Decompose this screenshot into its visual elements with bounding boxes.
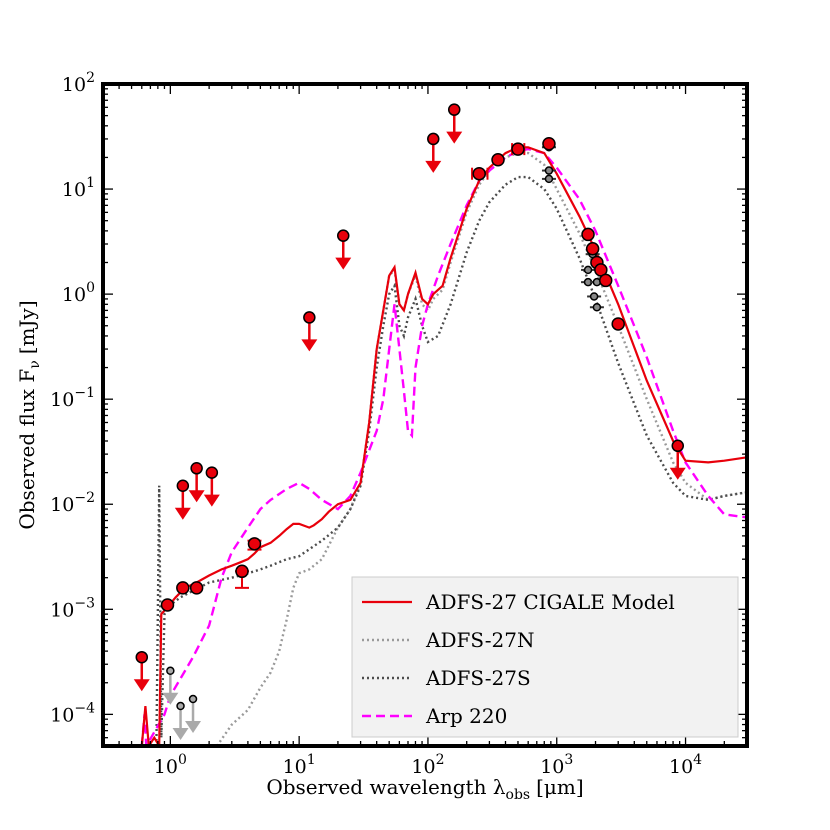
- red-upper-limit-7: [446, 103, 463, 144]
- plot-frame: [101, 82, 749, 748]
- y-tick-label-5: 101: [62, 175, 95, 201]
- legend-label-2: ADFS-27S: [425, 666, 531, 690]
- gray-detection-8: [589, 303, 604, 312]
- legend-label-0: ADFS-27 CIGALE Model: [425, 590, 675, 614]
- series-line-2: [155, 175, 747, 746]
- x-tick-label-3: 103: [540, 752, 573, 778]
- gray-upper-limit-2: [185, 694, 202, 734]
- x-tick-label-0: 100: [154, 752, 187, 778]
- red-detection-4: [247, 537, 262, 551]
- red-upper-limit-2: [188, 462, 205, 503]
- y-tick-label-6: 102: [62, 70, 95, 96]
- gray-detection-1: [541, 166, 556, 175]
- red-detection-8: [542, 136, 556, 151]
- gray-detection-6: [587, 292, 602, 301]
- red-detection-0: [160, 598, 175, 612]
- red-upper-limit-8: [669, 439, 686, 480]
- legend-label-3: Arp 220: [425, 704, 507, 728]
- red-detection-13: [598, 273, 613, 288]
- red-detection-2: [189, 581, 204, 595]
- gray-upper-limit-1: [172, 701, 189, 741]
- red-upper-limit-4: [301, 311, 318, 352]
- red-detection-9: [581, 227, 595, 242]
- y-tick-label-4: 100: [62, 280, 95, 306]
- red-detection-6: [491, 153, 505, 167]
- red-detection-7: [511, 142, 526, 156]
- x-tick-label-2: 102: [411, 752, 444, 778]
- red-detection-1: [176, 581, 190, 595]
- red-upper-limit-5: [335, 229, 352, 270]
- x-tick-label-1: 101: [283, 752, 316, 778]
- gray-upper-limit-0: [162, 666, 179, 705]
- red-detection-14: [611, 317, 625, 331]
- red-upper-limit-3: [203, 466, 220, 507]
- gray-detection-2: [541, 174, 556, 184]
- legend: ADFS-27 CIGALE Model ADFS-27N ADFS-27S Arp …: [351, 576, 739, 738]
- red-detection-5: [471, 166, 489, 181]
- x-axis-title: Observed wavelength λobs [μm]: [266, 775, 583, 803]
- y-tick-label-3: 10−1: [50, 385, 95, 411]
- legend-label-1: ADFS-27N: [425, 628, 535, 652]
- red-detection-10: [585, 242, 600, 256]
- red-detection-3: [234, 564, 249, 589]
- x-tick-label-4: 104: [669, 752, 702, 778]
- y-tick-label-2: 10−2: [50, 490, 95, 516]
- gray-detection-3: [581, 265, 596, 275]
- red-upper-limit-1: [174, 479, 191, 520]
- red-upper-limit-0: [133, 650, 150, 692]
- red-upper-limit-6: [425, 132, 442, 173]
- y-tick-label-0: 10−4: [50, 700, 95, 726]
- legend-box: [351, 576, 739, 738]
- y-tick-label-1: 10−3: [50, 595, 95, 621]
- y-axis-title: Observed flux Fν[mJy]: [15, 300, 43, 529]
- series-line-0: [140, 146, 747, 746]
